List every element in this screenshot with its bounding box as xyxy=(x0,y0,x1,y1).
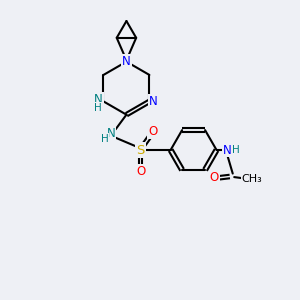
Text: H: H xyxy=(101,134,109,144)
Text: N: N xyxy=(148,95,157,108)
Text: O: O xyxy=(136,165,145,178)
Text: N: N xyxy=(223,143,231,157)
Text: H: H xyxy=(94,103,102,113)
Text: H: H xyxy=(232,145,240,155)
Text: S: S xyxy=(136,143,145,157)
Text: O: O xyxy=(148,125,158,138)
Text: O: O xyxy=(210,172,219,184)
Text: CH₃: CH₃ xyxy=(242,174,262,184)
Text: N: N xyxy=(94,93,103,106)
Text: N: N xyxy=(107,127,116,140)
Text: N: N xyxy=(122,55,131,68)
